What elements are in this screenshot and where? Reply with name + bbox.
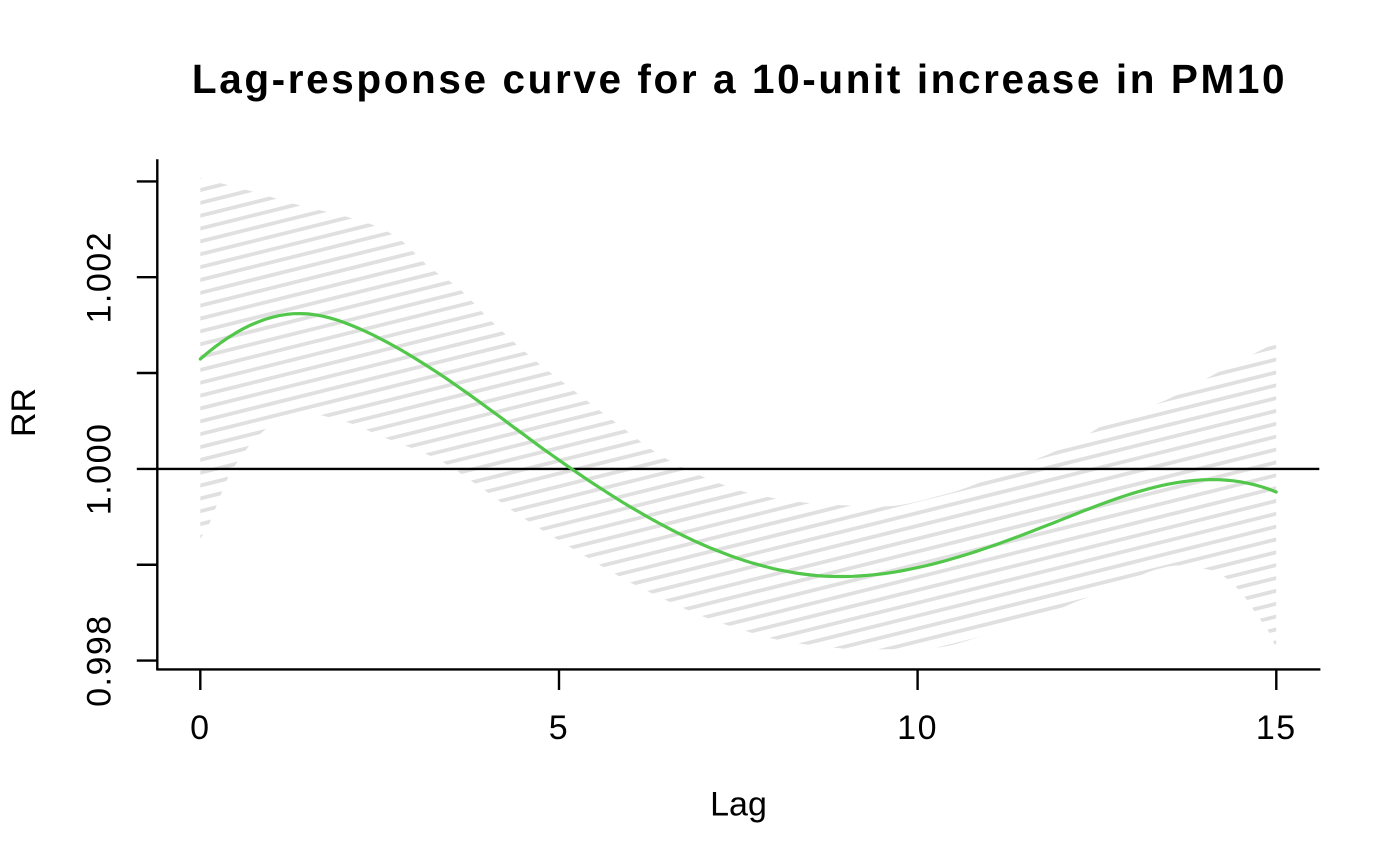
svg-text:0: 0 [190,709,210,747]
svg-text:15: 15 [1256,709,1297,747]
svg-text:RR: RR [5,388,43,437]
svg-text:10: 10 [897,709,938,747]
svg-text:1.000: 1.000 [81,423,119,516]
svg-text:5: 5 [549,709,569,747]
svg-text:1.002: 1.002 [81,231,119,324]
svg-text:Lag-response curve for a 10-un: Lag-response curve for a 10-unit increas… [192,56,1287,102]
svg-text:0.998: 0.998 [81,614,119,707]
svg-text:Lag: Lag [710,786,767,824]
